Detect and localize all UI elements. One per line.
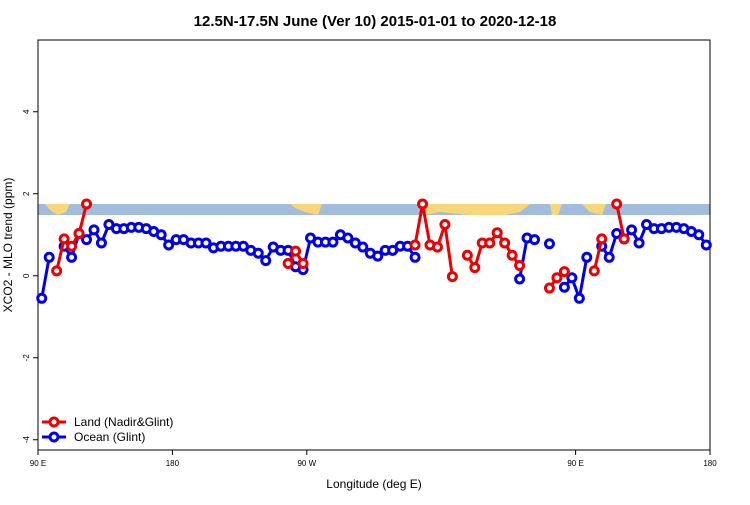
data-point [290, 245, 302, 257]
data-point [409, 239, 421, 251]
data-point [58, 233, 70, 245]
chart-title: 12.5N-17.5N June (Ver 10) 2015-01-01 to … [194, 13, 557, 30]
y-tick-label: 4 [22, 109, 31, 114]
data-point [700, 239, 712, 251]
data-point [529, 234, 541, 246]
data-point [558, 266, 570, 278]
legend-label: Land (Nadir&Glint) [74, 415, 173, 429]
data-point [596, 233, 608, 245]
data-point [573, 292, 585, 304]
data-point [543, 282, 555, 294]
legend-marker [48, 416, 60, 428]
data-point [514, 260, 526, 271]
legend-label: Ocean (Glint) [74, 430, 145, 444]
land-patch [45, 204, 70, 215]
y-axis-label: XCO2 - MLO trend (ppm) [1, 178, 15, 313]
x-tick-label: 180 [166, 459, 180, 468]
data-point [73, 228, 85, 240]
x-tick-label: 90 E [567, 459, 583, 468]
data-point [611, 228, 623, 240]
data-point [543, 238, 555, 250]
data-point [409, 251, 421, 263]
x-tick-label: 90 E [30, 459, 46, 468]
data-point [588, 265, 600, 277]
land-patch [550, 204, 562, 215]
x-tick-label: 180 [703, 459, 717, 468]
data-point [297, 257, 309, 269]
data-point [81, 198, 93, 210]
data-point [163, 239, 175, 251]
data-point [506, 249, 518, 261]
data-point [633, 237, 645, 249]
data-point [327, 236, 339, 248]
data-point [51, 265, 63, 277]
x-axis-label: Longitude (deg E) [326, 477, 421, 491]
data-point [499, 237, 511, 249]
data-point [282, 257, 294, 269]
data-point [66, 240, 78, 252]
data-point [252, 247, 264, 259]
data-point [155, 229, 167, 241]
land-patch [290, 204, 322, 215]
data-point [514, 273, 526, 285]
legend-marker [48, 431, 60, 443]
data-point [461, 249, 473, 261]
data-point [491, 227, 503, 239]
data-point [611, 198, 623, 210]
data-point [566, 272, 578, 284]
land-patch [418, 204, 530, 215]
data-point [36, 292, 48, 304]
data-point [626, 224, 638, 236]
data-point [260, 255, 272, 267]
data-point [446, 271, 458, 283]
y-tick-label: -2 [22, 354, 31, 362]
land-strip [38, 204, 710, 215]
data-point [439, 219, 451, 230]
data-point [618, 233, 630, 245]
data-point [200, 237, 212, 249]
y-tick-label: 0 [22, 273, 31, 278]
data-point [417, 198, 429, 210]
data-point [484, 237, 496, 249]
data-point [81, 234, 93, 246]
data-point [551, 272, 563, 284]
data-point [372, 250, 384, 262]
data-point [469, 262, 481, 274]
data-point [43, 251, 55, 263]
data-point [357, 241, 369, 253]
data-point [342, 232, 354, 244]
land-patch [582, 204, 606, 215]
data-point [693, 229, 705, 241]
data-point [558, 281, 570, 293]
data-point [603, 251, 615, 263]
data-point [431, 241, 443, 253]
ocean-band [38, 204, 710, 215]
y-tick-label: 2 [22, 191, 31, 196]
data-point [88, 224, 100, 236]
data-point [95, 237, 107, 249]
y-tick-label: -4 [22, 436, 31, 444]
x-tick-label: 90 W [297, 459, 316, 468]
data-point [581, 251, 593, 263]
data-point [66, 251, 78, 263]
